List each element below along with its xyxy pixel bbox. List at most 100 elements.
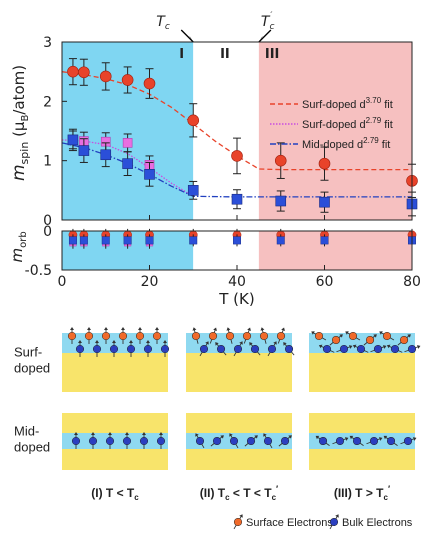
data-mark — [187, 114, 200, 127]
row-label-2-2: doped — [14, 440, 50, 455]
point-top-s3-6 — [187, 180, 199, 200]
legend-surface-label: Surface Electrons — [246, 517, 333, 529]
x-tick-label: 60 — [316, 274, 334, 290]
schematic-panel-r1-c2 — [186, 327, 295, 392]
bulk-electron — [229, 433, 239, 449]
bulk-electron — [156, 432, 166, 449]
surface-electron — [118, 327, 128, 344]
row-label-2: Mid- — [14, 424, 39, 439]
data-mark — [99, 70, 112, 83]
bulk-electron — [105, 432, 115, 449]
point-top-s1-4 — [121, 66, 134, 94]
bulk-electron — [278, 435, 292, 447]
bulk-electron — [332, 436, 349, 446]
point-bottom-s3-6 — [189, 234, 198, 247]
point-top-s1-7 — [231, 137, 243, 175]
bulk-electron — [336, 344, 353, 354]
surface-electron — [259, 327, 269, 344]
point-bottom-s3-7 — [233, 234, 241, 247]
data-mark — [67, 134, 79, 146]
point-top-s3-8 — [275, 190, 287, 212]
surface-electron — [225, 327, 235, 344]
data-mark — [274, 154, 287, 167]
y-tick-label: 0 — [43, 224, 52, 240]
data-mark — [68, 236, 77, 245]
data-mark — [231, 150, 243, 162]
bulk-electron — [315, 435, 330, 446]
schematic-panel-r1-c1 — [62, 327, 170, 392]
row-label-1-2: doped — [14, 361, 50, 376]
legend-surface-electron — [233, 514, 243, 530]
film-layer — [309, 433, 415, 449]
data-mark — [318, 157, 331, 170]
point-top-s1-3 — [99, 62, 112, 91]
point-top-s1-9 — [318, 146, 331, 181]
schematic-panel-r2-c2 — [186, 413, 292, 470]
data-mark — [189, 236, 198, 245]
data-mark — [100, 149, 112, 161]
bulk-electron — [383, 435, 398, 446]
surface-electron — [397, 334, 411, 346]
region-2-top — [193, 42, 259, 220]
bulk-electron — [366, 436, 383, 446]
point-top-s1-6 — [187, 103, 200, 138]
schematic-panel-r1-c3 — [309, 331, 421, 392]
data-mark — [79, 236, 88, 245]
region-3-top — [258, 42, 412, 220]
bulk-electron — [352, 344, 369, 354]
bulk-electron — [404, 344, 421, 354]
point-bottom-s3-5 — [145, 234, 154, 247]
bulk-electron — [386, 344, 403, 354]
bulk-electron — [263, 433, 273, 449]
point-bottom-s3-3 — [101, 234, 110, 247]
x-tick-label: 40 — [228, 274, 246, 290]
x-tick-label: 20 — [141, 274, 159, 290]
region-2-bottom — [193, 231, 259, 270]
point-top-s3-1 — [67, 128, 79, 152]
surface-electron — [242, 327, 252, 344]
data-mark — [187, 185, 199, 196]
y-tick-label: 3 — [43, 35, 52, 51]
bulk-electron — [283, 342, 295, 356]
surface-electron — [379, 331, 395, 341]
surface-electron — [345, 331, 361, 341]
tc-label: Tc — [156, 14, 170, 32]
region-label-II: II — [220, 47, 230, 62]
bulk-electron — [233, 341, 243, 357]
bulk-electron — [139, 432, 149, 449]
surface-electron — [329, 334, 343, 346]
point-top-s1-5 — [143, 68, 156, 99]
bulk-electron — [210, 435, 224, 447]
tc-arrow — [180, 29, 194, 43]
point-top-s1-1 — [67, 58, 79, 86]
bulk-electron — [195, 433, 205, 449]
y-axis-label-orb: morb — [8, 231, 29, 262]
x-tick-label: 80 — [403, 274, 421, 290]
data-mark — [122, 138, 133, 148]
data-mark — [320, 236, 329, 245]
column-caption-3: (III) T > Tc′ — [334, 484, 390, 502]
data-mark — [78, 145, 90, 156]
schematic-panel-r2-c3 — [309, 413, 417, 470]
region-label-I: I — [179, 47, 184, 62]
data-mark — [319, 196, 330, 208]
legend-bulk-label: Bulk Electrons — [342, 517, 413, 529]
bulk-electron — [400, 436, 417, 446]
surface-electron — [276, 327, 286, 344]
bulk-electron — [267, 341, 277, 357]
surface-electron — [191, 327, 201, 344]
data-mark — [233, 236, 241, 245]
legend-bulk-electron — [329, 514, 339, 530]
point-top-s3-2 — [78, 138, 90, 163]
bulk-electron — [75, 340, 85, 357]
bulk-electron — [109, 340, 119, 357]
bulk-electron — [199, 341, 209, 357]
data-mark — [144, 169, 155, 180]
point-top-s3-4 — [122, 151, 133, 176]
tcp-label: Tc′ — [261, 11, 275, 32]
schematic-panel-r2-c1 — [62, 413, 168, 470]
y-tick-label: 0 — [43, 213, 52, 229]
surface-electron — [311, 331, 327, 341]
surface-electron — [152, 327, 162, 344]
